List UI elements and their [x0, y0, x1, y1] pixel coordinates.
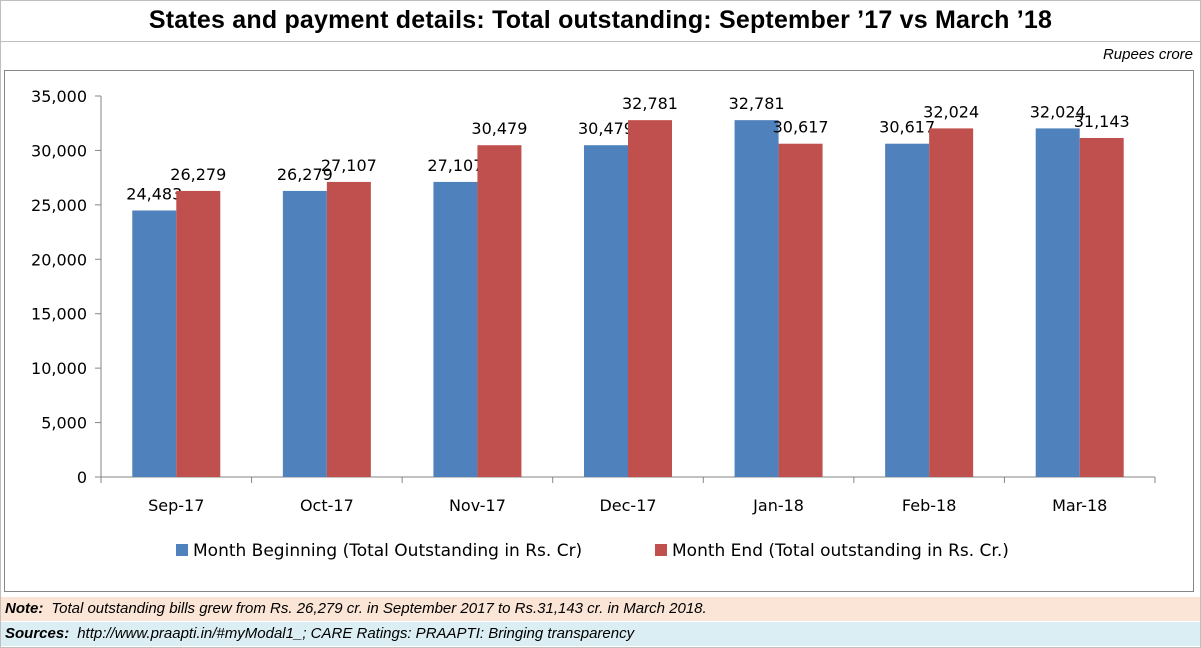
bar-month-end — [477, 145, 522, 477]
data-label: 32,024 — [923, 102, 979, 121]
x-tick-label: Oct-17 — [300, 496, 354, 515]
x-tick-label: Sep-17 — [148, 496, 204, 515]
legend-month-beginning-label: Month Beginning (Total Outstanding in Rs… — [193, 541, 582, 561]
y-tick-label: 25,000 — [31, 196, 87, 215]
bar-month-beginning — [282, 190, 327, 477]
data-label: 24,483 — [126, 184, 182, 203]
units-label: Rupees crore — [1102, 46, 1193, 63]
chart-area: 0 5,000 10,000 15,000 20,000 25,000 30,000 35,0… — [4, 70, 1194, 592]
bar-chart: 0 5,000 10,000 15,000 20,000 25,000 30,000 35,0… — [31, 87, 1156, 561]
bar-month-end — [929, 128, 974, 478]
x-tick-label: Dec-17 — [599, 496, 656, 515]
data-label: 30,617 — [879, 118, 935, 137]
data-label: 30,479 — [471, 119, 527, 138]
data-label: 30,479 — [578, 119, 634, 138]
y-tick-label: 30,000 — [31, 141, 87, 160]
chart-title: States and payment details: Total outsta… — [148, 6, 1053, 34]
data-label: 26,279 — [277, 165, 333, 184]
bar-month-beginning — [433, 181, 478, 477]
data-label: 26,279 — [170, 165, 226, 184]
bar-month-end — [1079, 137, 1124, 477]
note-label: Note: — [5, 600, 44, 617]
x-tick-label: Nov-17 — [449, 496, 506, 515]
bar-month-end — [176, 190, 221, 477]
y-tick-label: 20,000 — [31, 250, 87, 269]
legend-month-beginning-swatch — [176, 544, 188, 556]
x-tick-label: Jan-18 — [752, 496, 804, 515]
data-label: 30,617 — [773, 118, 829, 137]
y-tick-label: 10,000 — [31, 359, 87, 378]
sources-text: http://www.praapti.in/#myModal1_; CARE R… — [77, 625, 635, 642]
sources-bar: Sources: http://www.praapti.in/#myModal1_… — [1, 622, 1200, 646]
bar-month-beginning — [132, 210, 177, 478]
legend-month-end-swatch — [655, 544, 667, 556]
y-tick-label: 5,000 — [41, 414, 87, 433]
data-label: 32,024 — [1030, 102, 1086, 121]
data-label: 32,781 — [622, 94, 678, 113]
bar-month-beginning — [1035, 128, 1080, 478]
data-label: 27,107 — [321, 156, 377, 175]
bar-month-end — [778, 143, 823, 477]
bar-month-beginning — [734, 120, 779, 477]
y-tick-label: 0 — [77, 468, 87, 487]
note-bar: Note: Total outstanding bills grew from R… — [1, 597, 1200, 621]
bar-month-beginning — [584, 145, 628, 477]
title-divider — [1, 41, 1200, 42]
bar-month-end — [326, 181, 371, 477]
data-label: 31,143 — [1074, 112, 1130, 131]
note-text: Total outstanding bills grew from Rs. 26… — [51, 600, 707, 617]
sources-label: Sources: — [5, 625, 70, 642]
bar-month-end — [628, 120, 672, 477]
data-label: 27,107 — [427, 156, 483, 175]
bar-month-beginning — [885, 143, 930, 477]
y-tick-label: 15,000 — [31, 305, 87, 324]
data-label: 32,781 — [729, 94, 785, 113]
x-tick-label: Mar-18 — [1052, 496, 1107, 515]
x-tick-label: Feb-18 — [902, 496, 956, 515]
legend-month-end-label: Month End (Total outstanding in Rs. Cr.) — [672, 541, 1009, 561]
y-tick-label: 35,000 — [31, 87, 87, 106]
